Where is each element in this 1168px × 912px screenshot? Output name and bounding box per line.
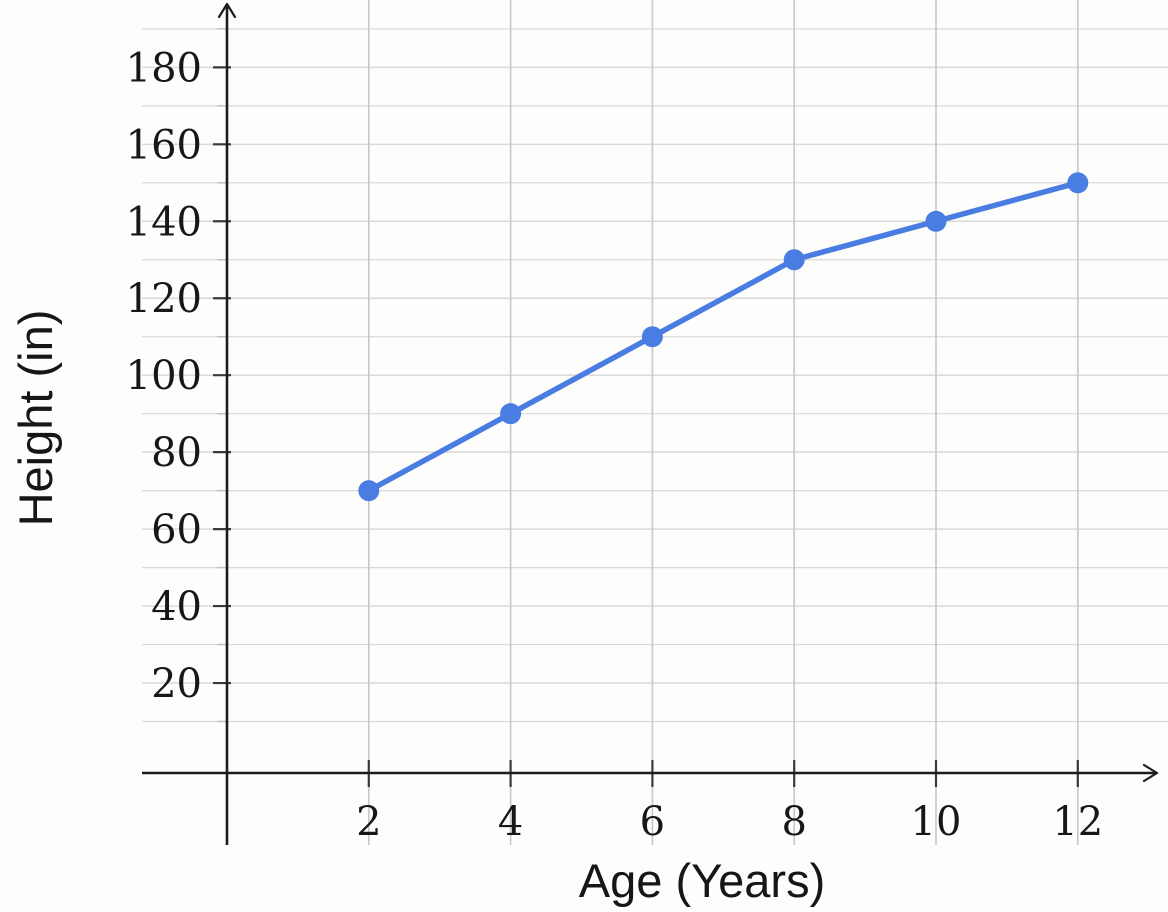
series-line: [366, 180, 1081, 494]
y-tick-label: 180: [126, 45, 202, 91]
x-axis-label: Age (Years): [579, 854, 825, 907]
y-tick-label: 160: [126, 122, 202, 168]
data-point-marker: [783, 249, 805, 271]
x-tick-label: 2: [356, 799, 381, 845]
horizontal-gridlines: [142, 28, 1168, 723]
x-tick-label: 6: [640, 799, 665, 845]
y-tick-label: 100: [126, 353, 202, 399]
y-tick-label: 140: [126, 199, 202, 245]
y-axis-label: Height (in): [9, 310, 62, 527]
data-point-marker: [641, 326, 663, 348]
x-axis-arrow: [1142, 763, 1159, 783]
y-tick-label: 120: [126, 276, 202, 322]
data-series: [366, 180, 1081, 494]
data-point-marker: [358, 480, 380, 502]
x-tick-label: 12: [1052, 799, 1103, 845]
x-tick-label: 4: [498, 799, 523, 845]
y-tick-label: 80: [151, 430, 202, 476]
data-points: [358, 172, 1089, 502]
x-tick-label: 10: [911, 799, 962, 845]
y-tick-label: 40: [151, 584, 202, 630]
data-point-marker: [500, 403, 522, 425]
data-point-marker: [1067, 172, 1089, 194]
data-point-marker: [925, 210, 947, 232]
y-axis-arrow: [217, 2, 237, 19]
vertical-gridlines: [367, 0, 1079, 845]
y-tick-label: 20: [151, 661, 202, 707]
y-tick-label: 60: [151, 507, 202, 553]
x-tick-label: 8: [781, 799, 806, 845]
axes: [142, 2, 1159, 845]
axis-ticks: [213, 28, 1079, 787]
tick-labels: 20 40 60 80 100 120 140 160 180 2 4 6 8 10 12: [126, 45, 1104, 845]
